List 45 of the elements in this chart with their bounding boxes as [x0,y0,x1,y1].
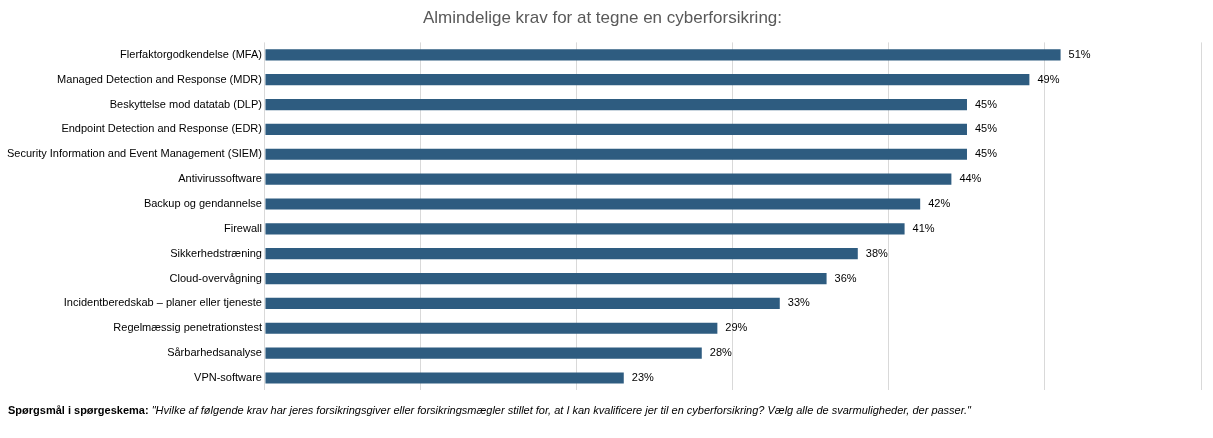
data-label: 45% [974,147,998,160]
data-label: 36% [834,271,857,284]
data-label: 28% [709,346,733,359]
bar [265,49,1061,61]
y-tick-label: Security Information and Event Management (SIEM) [7,147,262,160]
y-tick-label: Managed Detection and Response (MDR) [57,72,262,85]
data-label: 49% [1037,72,1060,85]
text: Spørgsmål i spørgeskema: [8,404,150,416]
y-tick-label: Sikkerhedstræning [170,246,262,259]
bar [265,123,967,135]
y-tick-label: Antivirussoftware [178,172,262,185]
y-tick-label: Regelmæssig penetrationstest [113,321,262,334]
bar [265,248,858,260]
text: "Hvilke af følgende krav har jeres forsikringsgiver eller forsikringsmægler stillet for, at I kan kvalificere jer til en cyberforsikring? Vælg alle de svarmuligheder, der passer." [151,404,971,416]
bar [265,173,952,185]
data-label: 29% [725,321,748,334]
chart-title: Almindelige krav for at tegne en cyberforsikring: [422,7,783,27]
y-tick-label: Firewall [224,221,262,234]
data-label: 44% [959,172,982,185]
y-tick-label: Flerfaktorgodkendelse (MFA) [120,47,262,60]
bar [265,322,718,334]
bar [265,272,827,285]
bar [265,74,1030,86]
y-tick-label: Backup og gendannelse [143,197,262,209]
data-label: 45% [974,97,998,110]
bar [265,98,967,111]
bar [265,198,921,210]
data-label: 51% [1068,47,1091,60]
y-tick-label: Cloud-overvågning [169,271,262,284]
data-label: 23% [631,371,654,383]
y-tick-label: Endpoint Detection and Response (EDR) [61,122,262,135]
bar [265,347,702,359]
data-label: 42% [928,197,951,209]
bar [265,372,624,384]
bar [265,297,780,309]
y-tick-label: Incidentberedskab – planer eller tjeneste [63,296,262,309]
y-tick-label: Sårbarhedsanalyse [167,346,262,359]
y-tick-label: Beskyttelse mod datatab (DLP) [109,97,262,110]
data-label: 38% [865,246,889,259]
bar [265,148,967,160]
data-label: 45% [974,122,998,135]
data-label: 33% [787,296,811,309]
bar [265,223,905,235]
y-tick-label: VPN-software [194,371,262,383]
data-label: 41% [912,221,935,234]
